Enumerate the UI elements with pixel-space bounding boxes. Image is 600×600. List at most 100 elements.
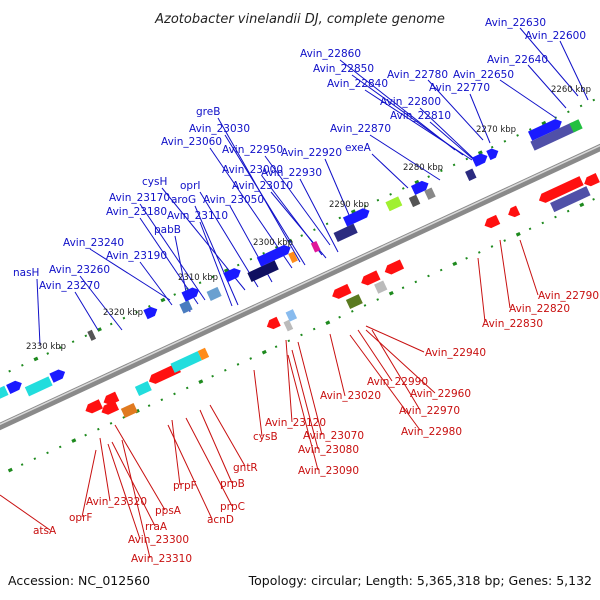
gene-feature[interactable] bbox=[410, 180, 429, 196]
gene-label-forward[interactable]: Avin_22930 bbox=[261, 167, 322, 179]
gene-label-forward[interactable]: cysH bbox=[142, 176, 167, 188]
gene-feature[interactable] bbox=[266, 316, 281, 330]
gene-feature[interactable] bbox=[143, 306, 158, 320]
gene-label-reverse[interactable]: Avin_23320 bbox=[86, 496, 147, 508]
gene-label-forward[interactable]: oprI bbox=[180, 180, 201, 192]
gene-label-reverse[interactable]: Avin_23090 bbox=[298, 465, 359, 477]
gene-feature[interactable] bbox=[256, 244, 291, 267]
gene-label-reverse[interactable]: Avin_22990 bbox=[367, 376, 428, 388]
gene-feature[interactable] bbox=[103, 391, 120, 405]
gene-label-forward[interactable]: Avin_22780 bbox=[387, 69, 448, 81]
gene-feature[interactable] bbox=[342, 208, 370, 227]
gene-feature[interactable] bbox=[550, 186, 591, 213]
gene-label-forward[interactable]: Avin_22860 bbox=[300, 48, 361, 60]
gene-feature[interactable] bbox=[87, 329, 97, 341]
gene-feature[interactable] bbox=[484, 214, 501, 229]
gene-label-forward[interactable]: Avin_22920 bbox=[281, 147, 342, 159]
gene-feature[interactable] bbox=[538, 176, 584, 203]
gene-feature[interactable] bbox=[170, 351, 202, 373]
gene-feature[interactable] bbox=[486, 148, 499, 161]
gene-label-reverse[interactable]: gntR bbox=[233, 462, 258, 474]
gene-feature[interactable] bbox=[569, 119, 583, 133]
gene-feature[interactable] bbox=[332, 283, 352, 299]
gene-label-forward[interactable]: Avin_23050 bbox=[203, 194, 264, 206]
gene-feature[interactable] bbox=[288, 251, 298, 264]
gene-feature[interactable] bbox=[101, 400, 120, 415]
gene-label-reverse[interactable]: Avin_22970 bbox=[399, 405, 460, 417]
gene-feature[interactable] bbox=[134, 380, 152, 396]
gene-label-reverse[interactable]: acnD bbox=[207, 514, 234, 526]
gene-label-reverse[interactable]: prpB bbox=[220, 478, 245, 490]
gene-label-reverse[interactable]: Avin_23020 bbox=[320, 390, 381, 402]
gene-feature[interactable] bbox=[530, 122, 577, 151]
gene-feature[interactable] bbox=[223, 268, 241, 283]
gene-label-reverse[interactable]: Avin_22940 bbox=[425, 347, 486, 359]
gene-label-forward[interactable]: Avin_22850 bbox=[313, 63, 374, 75]
gene-label-reverse[interactable]: prpC bbox=[220, 501, 245, 513]
gene-label-forward[interactable]: Avin_23170 bbox=[109, 192, 170, 204]
gene-label-reverse[interactable]: Avin_22980 bbox=[401, 426, 462, 438]
gene-label-reverse[interactable]: Avin_22820 bbox=[509, 303, 570, 315]
gene-feature[interactable] bbox=[247, 260, 279, 283]
gene-label-reverse[interactable]: prpF bbox=[173, 480, 197, 492]
gene-label-forward[interactable]: Avin_23240 bbox=[63, 237, 124, 249]
gene-label-forward[interactable]: Avin_22770 bbox=[429, 82, 490, 94]
gene-label-forward[interactable]: Avin_22600 bbox=[525, 30, 586, 42]
gene-feature[interactable] bbox=[374, 280, 388, 294]
gene-label-forward[interactable]: nasH bbox=[13, 267, 39, 279]
gene-label-reverse[interactable]: Avin_23120 bbox=[265, 417, 326, 429]
gene-feature[interactable] bbox=[408, 194, 421, 208]
gene-label-reverse[interactable]: Avin_23080 bbox=[298, 444, 359, 456]
gene-label-reverse[interactable]: Avin_22830 bbox=[482, 318, 543, 330]
gene-feature[interactable] bbox=[85, 399, 103, 414]
gene-label-forward[interactable]: Avin_23010 bbox=[232, 180, 293, 192]
gene-feature[interactable] bbox=[206, 286, 222, 301]
gene-label-forward[interactable]: Avin_23060 bbox=[161, 136, 222, 148]
gene-feature[interactable] bbox=[285, 309, 298, 322]
gene-label-forward[interactable]: greB bbox=[196, 106, 220, 118]
gene-feature[interactable] bbox=[49, 369, 66, 383]
gene-label-forward[interactable]: Avin_23260 bbox=[49, 264, 110, 276]
gene-label-forward[interactable]: Avin_22800 bbox=[380, 96, 441, 108]
gene-feature[interactable] bbox=[345, 294, 363, 310]
gene-feature[interactable] bbox=[584, 173, 600, 187]
gene-label-reverse[interactable]: Avin_23310 bbox=[131, 553, 192, 565]
gene-feature[interactable] bbox=[283, 319, 294, 332]
gene-label-forward[interactable]: Avin_23030 bbox=[189, 123, 250, 135]
gene-label-forward[interactable]: Avin_23110 bbox=[167, 210, 228, 222]
gene-feature[interactable] bbox=[24, 376, 53, 397]
gene-label-forward[interactable]: exeA bbox=[345, 142, 372, 154]
gene-label-reverse[interactable]: Avin_23070 bbox=[303, 430, 364, 442]
gene-feature[interactable] bbox=[527, 119, 562, 141]
gene-label-reverse[interactable]: rraA bbox=[145, 521, 168, 533]
gene-feature[interactable] bbox=[333, 223, 358, 243]
gene-label-forward[interactable]: Avin_22630 bbox=[485, 17, 546, 29]
gene-label-forward[interactable]: Avin_23190 bbox=[106, 250, 167, 262]
gene-label-forward[interactable]: Avin_23000 bbox=[222, 164, 283, 176]
gene-feature[interactable] bbox=[179, 300, 193, 314]
gene-feature[interactable] bbox=[0, 385, 9, 404]
gene-label-forward[interactable]: Avin_22870 bbox=[330, 123, 391, 135]
gene-label-forward[interactable]: Avin_23180 bbox=[106, 206, 167, 218]
gene-feature[interactable] bbox=[424, 187, 436, 200]
gene-feature[interactable] bbox=[361, 270, 381, 286]
gene-label-reverse[interactable]: Avin_22960 bbox=[410, 388, 471, 400]
gene-label-forward[interactable]: Avin_22810 bbox=[390, 110, 451, 122]
gene-feature[interactable] bbox=[385, 196, 403, 212]
gene-label-reverse[interactable]: cysB bbox=[253, 431, 278, 443]
gene-feature[interactable] bbox=[181, 287, 200, 302]
gene-feature[interactable] bbox=[465, 168, 477, 181]
gene-feature[interactable] bbox=[384, 259, 405, 275]
gene-label-reverse[interactable]: Avin_22790 bbox=[538, 290, 599, 302]
gene-label-forward[interactable]: Avin_22840 bbox=[327, 78, 388, 90]
gene-label-reverse[interactable]: Avin_23300 bbox=[128, 534, 189, 546]
gene-label-reverse[interactable]: ppsA bbox=[155, 505, 182, 517]
gene-label-reverse[interactable]: atsA bbox=[33, 525, 57, 537]
gene-label-forward[interactable]: pabB bbox=[154, 224, 181, 236]
gene-feature[interactable] bbox=[310, 240, 321, 253]
gene-label-forward[interactable]: Avin_22640 bbox=[487, 54, 548, 66]
gene-label-forward[interactable]: Avin_23270 bbox=[39, 280, 100, 292]
gene-label-forward[interactable]: Avin_22950 bbox=[222, 144, 283, 156]
gene-feature[interactable] bbox=[6, 380, 22, 395]
gene-feature[interactable] bbox=[197, 347, 210, 361]
